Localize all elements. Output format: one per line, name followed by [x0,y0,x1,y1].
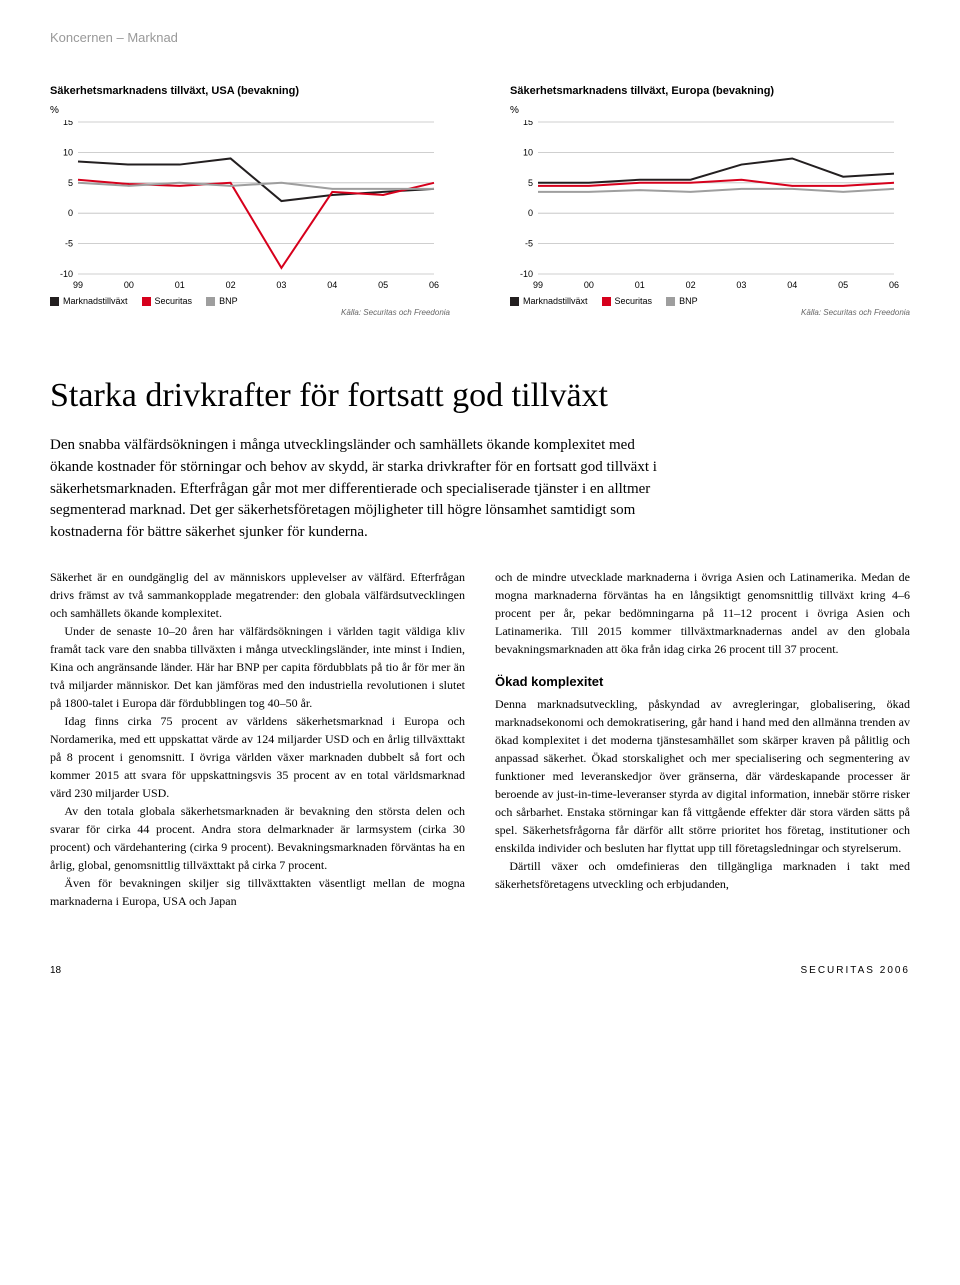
subheading: Ökad komplexitet [495,672,910,692]
svg-text:01: 01 [635,280,645,290]
legend-label: Securitas [155,296,193,306]
legend-label: Marknadstillväxt [523,296,588,306]
svg-text:06: 06 [889,280,899,290]
svg-text:04: 04 [327,280,337,290]
svg-text:10: 10 [63,147,73,157]
chart-usa-yunit: % [50,105,450,116]
svg-text:0: 0 [68,208,73,218]
legend-swatch [142,297,151,306]
svg-text:5: 5 [68,178,73,188]
svg-text:05: 05 [838,280,848,290]
legend-swatch [50,297,59,306]
page-footer: 18 SECURITAS 2006 [50,965,910,976]
svg-text:-5: -5 [65,239,73,249]
chart-eu-source: Källa: Securitas och Freedonia [510,308,910,317]
body-para: Även för bevakningen skiljer sig tillväx… [50,874,465,910]
column-right: och de mindre utvecklade marknaderna i ö… [495,568,910,910]
legend-swatch [510,297,519,306]
body-para: Idag finns cirka 75 procent av världens … [50,712,465,802]
svg-text:5: 5 [528,178,533,188]
chart-usa-source: Källa: Securitas och Freedonia [50,308,450,317]
svg-text:04: 04 [787,280,797,290]
body-para: Säkerhet är en oundgänglig del av männis… [50,568,465,622]
svg-text:03: 03 [736,280,746,290]
chart-usa: Säkerhetsmarknadens tillväxt, USA (bevak… [50,85,450,317]
svg-text:15: 15 [523,120,533,127]
svg-text:10: 10 [523,147,533,157]
chart-eu-title: Säkerhetsmarknadens tillväxt, Europa (be… [510,85,910,97]
body-para: Därtill växer och omdefinieras den tillg… [495,857,910,893]
svg-text:0: 0 [528,208,533,218]
section-header: Koncernen – Marknad [50,30,910,45]
chart-eu-legend: Marknadstillväxt Securitas BNP [510,296,910,306]
legend-item: BNP [206,296,238,306]
legend-label: Securitas [615,296,653,306]
svg-text:99: 99 [533,280,543,290]
legend-swatch [602,297,611,306]
charts-row: Säkerhetsmarknadens tillväxt, USA (bevak… [50,85,910,317]
body-columns: Säkerhet är en oundgänglig del av männis… [50,568,910,910]
legend-item: Marknadstillväxt [510,296,588,306]
chart-usa-title: Säkerhetsmarknadens tillväxt, USA (bevak… [50,85,450,97]
page-number: 18 [50,965,61,976]
legend-swatch [206,297,215,306]
legend-item: Marknadstillväxt [50,296,128,306]
legend-item: Securitas [602,296,653,306]
svg-text:99: 99 [73,280,83,290]
body-para: och de mindre utvecklade marknaderna i ö… [495,568,910,658]
legend-swatch [666,297,675,306]
svg-text:01: 01 [175,280,185,290]
svg-text:02: 02 [686,280,696,290]
svg-text:-5: -5 [525,239,533,249]
chart-usa-legend: Marknadstillväxt Securitas BNP [50,296,450,306]
article-lead: Den snabba välfärdsökningen i många utve… [50,435,670,544]
body-para: Under de senaste 10–20 åren har välfärds… [50,622,465,712]
svg-text:05: 05 [378,280,388,290]
legend-item: Securitas [142,296,193,306]
svg-text:-10: -10 [520,269,533,279]
chart-usa-svg: -10-50510159900010203040506 [50,120,440,290]
legend-item: BNP [666,296,698,306]
body-para: Denna marknadsutveckling, påskyndad av a… [495,695,910,857]
legend-label: BNP [679,296,698,306]
legend-label: Marknadstillväxt [63,296,128,306]
svg-text:02: 02 [226,280,236,290]
chart-eu-yunit: % [510,105,910,116]
chart-eu: Säkerhetsmarknadens tillväxt, Europa (be… [510,85,910,317]
article-heading: Starka drivkrafter för fortsatt god till… [50,377,910,415]
svg-text:00: 00 [584,280,594,290]
svg-text:-10: -10 [60,269,73,279]
footer-brand: SECURITAS 2006 [800,965,910,976]
column-left: Säkerhet är en oundgänglig del av männis… [50,568,465,910]
body-para: Av den totala globala säkerhetsmarknaden… [50,802,465,874]
svg-text:15: 15 [63,120,73,127]
legend-label: BNP [219,296,238,306]
svg-text:00: 00 [124,280,134,290]
chart-eu-svg: -10-50510159900010203040506 [510,120,900,290]
svg-text:06: 06 [429,280,439,290]
svg-text:03: 03 [276,280,286,290]
